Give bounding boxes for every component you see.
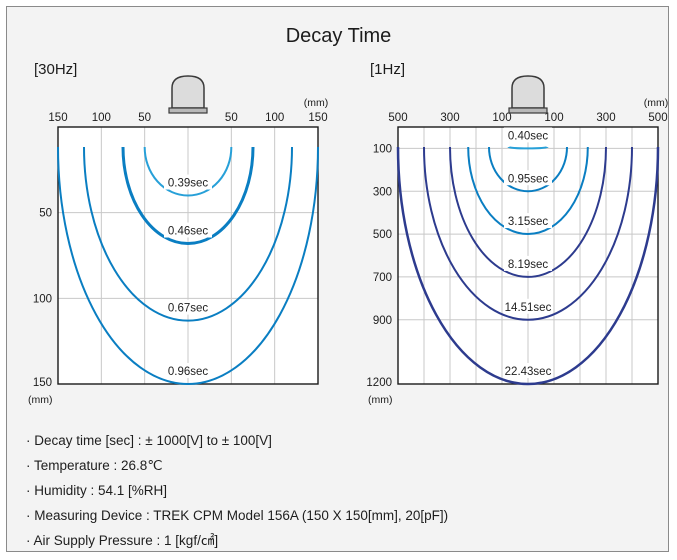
decay-contour-line <box>57 146 319 385</box>
x-axis-unit: (mm) <box>304 97 329 109</box>
y-axis-unit: (mm) <box>368 394 393 406</box>
contour-label: 0.40sec <box>508 130 549 142</box>
decay-contour-line <box>121 146 255 246</box>
decay-contour-line <box>396 146 660 386</box>
sensor-probe-base <box>168 107 208 114</box>
sensor-probe-base <box>508 107 548 114</box>
x-tick-label: 150 <box>308 112 327 124</box>
contour-label: 0.96sec <box>168 366 209 378</box>
y-tick-label: 150 <box>33 377 52 389</box>
decay-contour-line <box>488 146 568 193</box>
decay-contour-line <box>449 146 607 278</box>
y-tick-label: 300 <box>373 186 392 198</box>
x-tick-label: 100 <box>92 112 111 124</box>
y-tick-label: 500 <box>373 229 392 241</box>
contour-label: 14.51sec <box>505 302 552 314</box>
y-tick-label: 700 <box>373 272 392 284</box>
decay-contour-line <box>467 146 589 236</box>
y-tick-label: 100 <box>33 293 52 305</box>
x-tick-label: 50 <box>138 112 151 124</box>
x-tick-label: 300 <box>596 112 615 124</box>
contour-label-bg <box>504 255 552 271</box>
y-tick-label: 900 <box>373 315 392 327</box>
y-axis-unit: (mm) <box>28 394 53 406</box>
x-tick-label: 150 <box>48 112 67 124</box>
page-title: Decay Time <box>285 25 392 47</box>
contour-label: 22.43sec <box>505 366 552 378</box>
contour-label-bg <box>504 363 552 378</box>
contour-label: 0.67sec <box>168 303 209 315</box>
contour-label-bg <box>164 222 212 238</box>
sensor-probe-icon <box>511 75 545 109</box>
x-tick-label: 500 <box>388 112 407 124</box>
x-tick-label: 100 <box>544 112 563 124</box>
x-tick-label: 100 <box>265 112 284 124</box>
decay-contour-line <box>423 146 633 321</box>
contour-label-bg <box>504 170 552 186</box>
x-tick-label: 50 <box>225 112 238 124</box>
contour-label-bg <box>504 127 552 143</box>
note-decay-range: · Decay time [sec] : ± 1000[V] to ± 100[… <box>26 433 272 448</box>
decay-contour-line <box>83 146 293 322</box>
chart-title: [1Hz] <box>370 61 405 78</box>
sensor-probe-icon <box>171 75 205 109</box>
note-measuring-device: · Measuring Device : TREK CPM Model 156A… <box>26 508 449 523</box>
measurement-notes: · Decay time [sec] : ± 1000[V] to ± 100[… <box>26 428 448 553</box>
note-air-pressure: · Air Supply Pressure : 1 [kgf/㎠] <box>26 533 219 548</box>
contour-label: 0.39sec <box>168 178 209 190</box>
x-tick-label: 300 <box>440 112 459 124</box>
chart-title: [30Hz] <box>34 61 77 78</box>
contour-label: 3.15sec <box>508 216 549 228</box>
x-axis-unit: (mm) <box>644 97 669 109</box>
contour-label-bg <box>164 299 212 315</box>
contour-label: 0.46sec <box>168 226 209 238</box>
decay-contour-line <box>507 146 549 150</box>
note-humidity: · Humidity : 54.1 [%RH] <box>26 483 168 498</box>
y-tick-label: 50 <box>39 208 52 220</box>
decay-contour-line <box>143 146 233 197</box>
contour-label: 8.19sec <box>508 259 549 271</box>
x-tick-label: 100 <box>492 112 511 124</box>
decay-charts: [30Hz] 150 100 50 50 100 150 (mm) 50 100 150 (mm) 0.… <box>28 61 669 406</box>
y-tick-label: 100 <box>373 143 392 155</box>
note-temperature: · Temperature : 26.8℃ <box>26 458 163 473</box>
contour-label-bg <box>164 363 212 378</box>
y-tick-label: 1200 <box>366 377 392 389</box>
contour-label-bg <box>164 174 212 190</box>
contour-label-bg <box>504 298 552 314</box>
contour-label-bg <box>504 213 552 229</box>
x-tick-label: 500 <box>648 112 667 124</box>
contour-label: 0.95sec <box>508 173 549 185</box>
